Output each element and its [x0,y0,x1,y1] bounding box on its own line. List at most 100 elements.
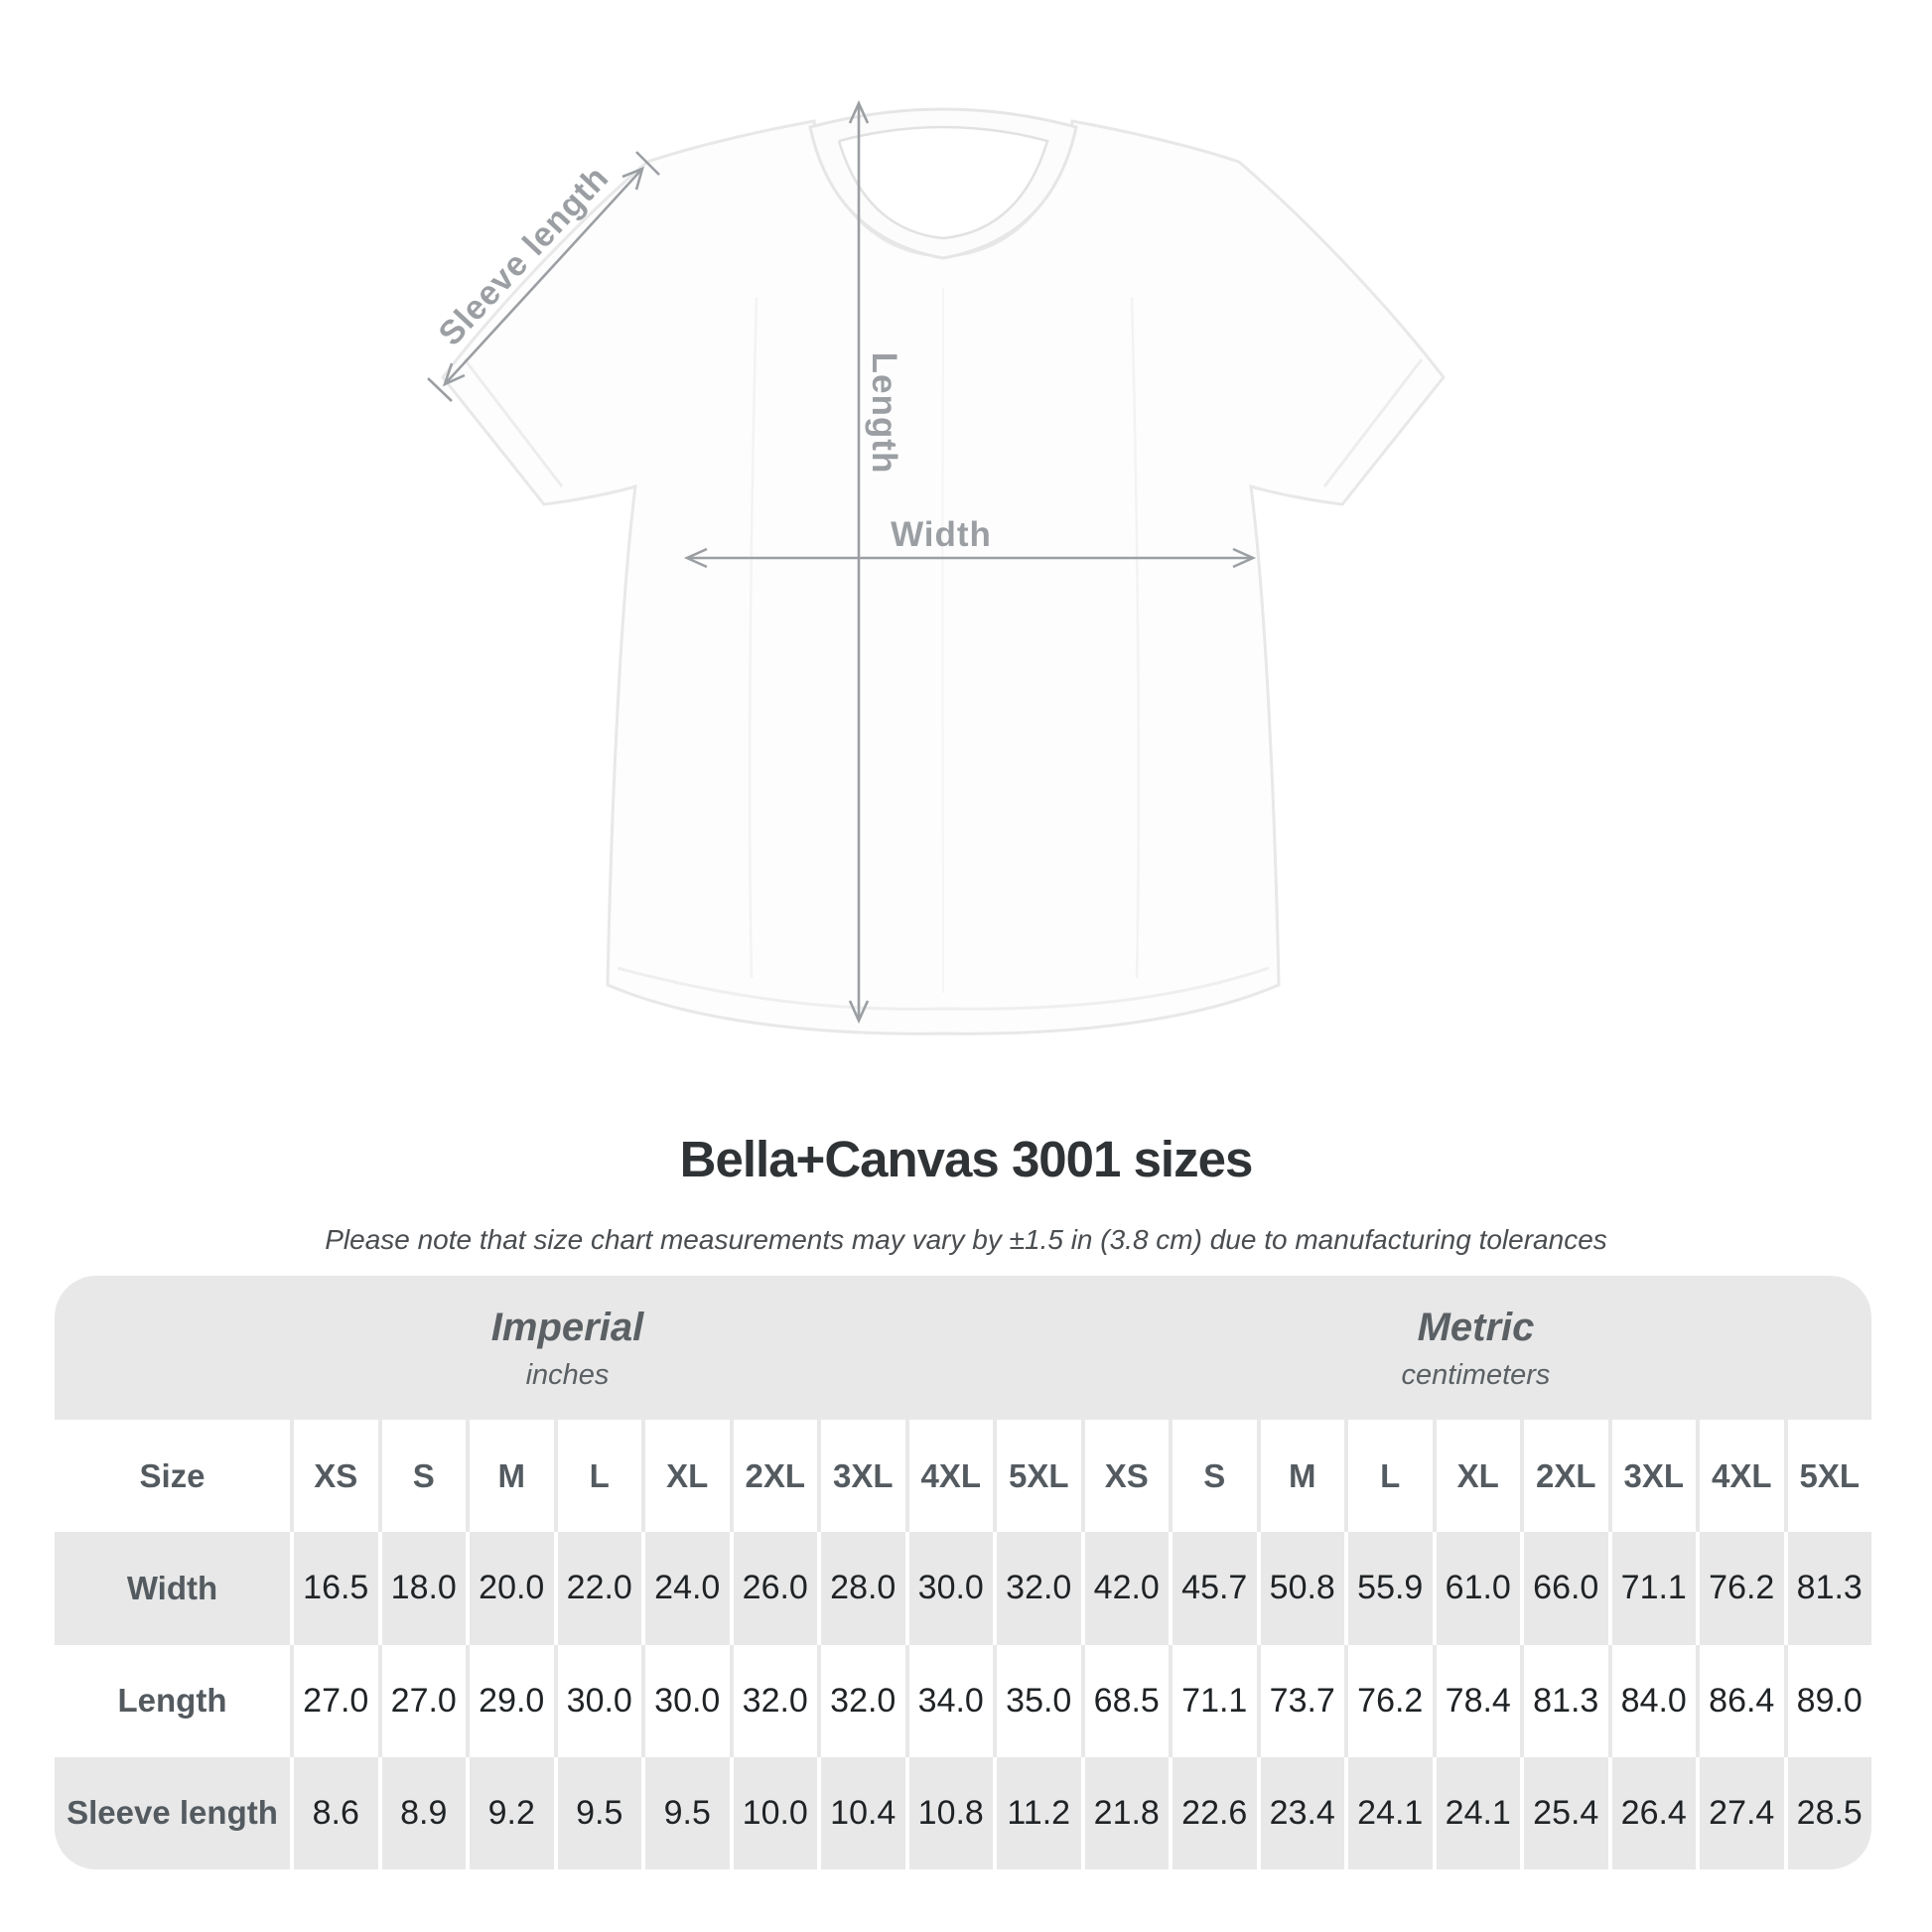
table-cell: 11.2 [997,1756,1081,1869]
table-cell: 78.4 [1436,1644,1520,1757]
imperial-title: Imperial [490,1306,644,1349]
table-cell: 4XL [1700,1420,1784,1533]
table-cell: L [1348,1420,1433,1533]
table-cell: XS [294,1420,378,1533]
imperial-unit: inches [525,1359,610,1391]
table-cell: 16.5 [294,1532,378,1645]
table-cell: M [470,1420,554,1533]
page-title: Bella+Canvas 3001 sizes [679,1131,1254,1187]
imperial-group-header: Imperial inches [55,1276,1080,1420]
table-cell: 50.8 [1260,1532,1344,1645]
table-cell: 28.5 [1787,1756,1871,1869]
size-column-header: Size [55,1420,290,1533]
table-cell: 81.3 [1524,1644,1608,1757]
table-cell: XL [1436,1420,1520,1533]
table-cell: XS [1084,1420,1169,1533]
table-cell: 3XL [821,1420,905,1533]
table-cell: 76.2 [1348,1644,1433,1757]
tshirt-illustration [427,99,1446,1035]
table-cell: 66.0 [1524,1532,1608,1645]
width-row-label: Width [55,1532,290,1645]
table-cell: 30.0 [645,1644,730,1757]
table-cell: 3XL [1611,1420,1696,1533]
length-row-label: Length [55,1644,290,1757]
table-cell: 10.8 [908,1756,993,1869]
hem-seam [617,966,1270,1011]
metric-title: Metric [1417,1306,1535,1349]
table-cell: S [381,1420,466,1533]
width-row: Width 16.5 18.0 20.0 22.0 24.0 26.0 28.0 30.0 32… [55,1532,1871,1645]
table-cell: 73.7 [1260,1644,1344,1757]
table-cell: 5XL [1787,1420,1871,1533]
unit-header-band: Imperial inches Metric centimeters [55,1276,1871,1420]
size-table: Imperial inches Metric centimeters Size … [55,1276,1871,1869]
table-cell: 71.1 [1611,1532,1696,1645]
table-cell: 32.0 [821,1644,905,1757]
table-cell: 9.5 [645,1756,730,1869]
table-cell: 22.6 [1173,1756,1257,1869]
sleeve-length-row: Sleeve length 8.6 8.9 9.2 9.5 9.5 10.0 10.4 10.… [55,1756,1871,1869]
length-arrow [848,99,870,1025]
table-cell: 27.0 [294,1644,378,1757]
sleeve-length-arrow [427,151,660,402]
table-cell: 2XL [733,1420,817,1533]
table-cell: 20.0 [470,1532,554,1645]
table-cell: 81.3 [1787,1532,1871,1645]
table-cell: 18.0 [381,1532,466,1645]
width-arrow [683,547,1257,569]
table-rows: Size XS S M L XL 2XL 3XL 4XL 5XL XS S M L XL 2XL 3XL 4XL… [55,1420,1871,1869]
table-cell: 30.0 [557,1644,641,1757]
table-cell: 26.0 [733,1532,817,1645]
table-cell: 5XL [997,1420,1081,1533]
table-cell: 4XL [908,1420,993,1533]
table-cell: 28.0 [821,1532,905,1645]
table-cell: 2XL [1524,1420,1608,1533]
sleeve-length-row-label: Sleeve length [55,1756,290,1869]
metric-unit: centimeters [1401,1359,1551,1391]
table-cell: XL [645,1420,730,1533]
table-cell: 76.2 [1700,1532,1784,1645]
table-cell: 34.0 [908,1644,993,1757]
dimension-arrows [427,99,1257,1025]
table-cell: 61.0 [1436,1532,1520,1645]
right-cuff-seam [1322,358,1424,487]
tolerance-note: Please note that size chart measurements… [325,1224,1607,1255]
table-cell: 45.7 [1173,1532,1257,1645]
table-cell: 24.1 [1436,1756,1520,1869]
table-cell: 84.0 [1611,1644,1696,1757]
table-cell: 27.0 [381,1644,466,1757]
tshirt-measurement-diagram: Sleeve length Length Width [427,99,1446,1035]
table-cell: 24.1 [1348,1756,1433,1869]
table-cell: 22.0 [557,1532,641,1645]
table-cell: 21.8 [1084,1756,1169,1869]
table-cell: S [1173,1420,1257,1533]
table-cell: 10.4 [821,1756,905,1869]
table-cell: 9.2 [470,1756,554,1869]
table-cell: 27.4 [1700,1756,1784,1869]
table-cell: 8.9 [381,1756,466,1869]
table-cell: 86.4 [1700,1644,1784,1757]
table-cell: 8.6 [294,1756,378,1869]
table-cell: 29.0 [470,1644,554,1757]
table-cell: 42.0 [1084,1532,1169,1645]
metric-group-header: Metric centimeters [1080,1276,1871,1420]
table-cell: 30.0 [908,1532,993,1645]
table-cell: L [557,1420,641,1533]
table-cell: 89.0 [1787,1644,1871,1757]
table-cell: 23.4 [1260,1756,1344,1869]
table-cell: 55.9 [1348,1532,1433,1645]
table-cell: 10.0 [733,1756,817,1869]
table-cell: 71.1 [1173,1644,1257,1757]
length-label: Length [865,351,903,475]
table-cell: M [1260,1420,1344,1533]
table-cell: 32.0 [733,1644,817,1757]
table-cell: 9.5 [557,1756,641,1869]
table-cell: 32.0 [997,1532,1081,1645]
table-cell: 26.4 [1611,1756,1696,1869]
table-cell: 35.0 [997,1644,1081,1757]
size-header-row: Size XS S M L XL 2XL 3XL 4XL 5XL XS S M L XL 2XL 3XL 4XL… [55,1420,1871,1533]
left-cuff-seam [463,358,564,487]
table-cell: 25.4 [1524,1756,1608,1869]
length-row: Length 27.0 27.0 29.0 30.0 30.0 32.0 32.0 34.0 3… [55,1644,1871,1757]
